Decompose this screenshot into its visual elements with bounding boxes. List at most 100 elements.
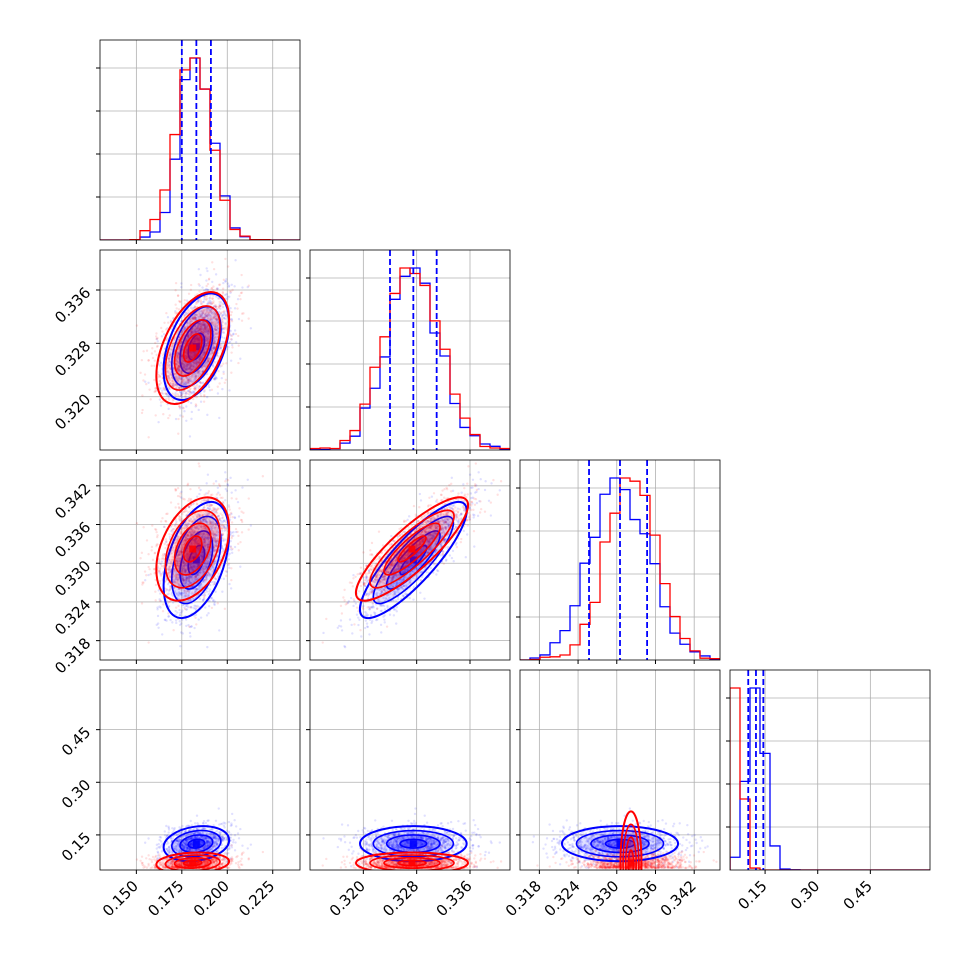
sample-point — [190, 364, 194, 367]
sample-point — [205, 315, 209, 318]
sample-point — [192, 329, 195, 332]
sample-point — [249, 524, 253, 527]
sample-point — [180, 380, 184, 383]
sample-point — [224, 280, 227, 283]
sample-point — [194, 376, 197, 380]
sample-point — [154, 583, 158, 587]
sample-point — [203, 324, 207, 327]
sample-point — [181, 396, 184, 399]
sample-point — [169, 351, 172, 354]
sample-point — [153, 350, 157, 353]
sample-point — [206, 344, 209, 347]
sample-point — [151, 347, 154, 350]
sample-point — [168, 360, 172, 364]
sample-point — [167, 359, 171, 363]
sample-point — [189, 367, 192, 370]
sample-point — [166, 337, 169, 340]
sample-point — [186, 364, 189, 367]
histogram-panel-0 — [100, 40, 300, 240]
sample-point — [177, 369, 181, 373]
sample-point — [200, 313, 203, 317]
sample-point — [212, 312, 216, 316]
sample-point — [199, 315, 202, 319]
sample-point — [183, 381, 186, 384]
sample-point — [237, 334, 240, 338]
sample-point — [211, 320, 214, 323]
sample-point — [207, 357, 211, 360]
sample-point — [200, 329, 203, 332]
sample-point — [191, 316, 195, 320]
sample-point — [185, 363, 189, 366]
sample-point — [239, 540, 242, 544]
sample-point — [185, 362, 189, 365]
sample-point — [201, 328, 204, 331]
sample-point — [194, 313, 198, 317]
sample-point — [154, 599, 157, 602]
sample-point — [158, 599, 162, 603]
sample-point — [167, 397, 170, 400]
sample-point — [206, 269, 209, 273]
sample-point — [209, 315, 213, 318]
sample-point — [177, 502, 180, 506]
sample-point — [206, 339, 209, 343]
sample-point — [223, 316, 226, 320]
sample-point — [215, 308, 219, 311]
sample-point — [208, 313, 211, 317]
sample-point — [202, 351, 205, 354]
sample-point — [230, 371, 233, 374]
sample-point — [191, 397, 195, 401]
sample-point — [208, 247, 210, 249]
sample-point — [222, 327, 226, 331]
sample-point — [180, 391, 183, 395]
sample-point — [214, 336, 217, 339]
sample-point — [179, 341, 182, 345]
sample-point — [198, 328, 202, 331]
sample-point — [200, 356, 203, 360]
sample-point — [215, 338, 218, 341]
sample-point — [195, 327, 198, 331]
scatter-panel-1-0 — [100, 247, 300, 450]
sample-point — [202, 328, 205, 331]
sample-point — [211, 288, 215, 292]
sample-point — [201, 312, 204, 315]
sample-point — [202, 381, 205, 384]
sample-point — [217, 283, 221, 286]
sample-point — [190, 351, 194, 355]
sample-point — [198, 369, 201, 372]
sample-point — [205, 361, 208, 365]
sample-point — [190, 342, 194, 345]
sample-point — [198, 338, 201, 342]
sample-point — [224, 323, 227, 326]
sample-point — [196, 371, 199, 375]
sample-point — [177, 328, 181, 332]
sample-point — [216, 326, 219, 330]
sample-point — [179, 369, 182, 373]
sample-point — [196, 330, 200, 333]
sample-point — [193, 372, 196, 375]
sample-point — [199, 321, 202, 325]
sample-point — [173, 372, 177, 376]
sample-point — [206, 360, 210, 364]
sample-point — [188, 393, 191, 396]
sample-point — [192, 339, 195, 343]
sample-point — [158, 605, 161, 608]
sample-point — [194, 317, 198, 320]
sample-point — [177, 308, 181, 311]
sample-point — [192, 354, 196, 357]
sample-point — [189, 368, 193, 371]
sample-point — [206, 334, 209, 338]
sample-point — [204, 313, 207, 316]
sample-point — [190, 368, 193, 371]
sample-point — [214, 273, 218, 276]
sample-point — [183, 363, 186, 367]
sample-point — [165, 393, 168, 396]
sample-point — [168, 398, 171, 401]
sample-point — [234, 527, 238, 531]
sample-point — [176, 356, 180, 360]
sample-point — [177, 368, 180, 371]
sample-point — [201, 353, 205, 356]
sample-point — [176, 494, 180, 498]
sample-point — [240, 319, 244, 322]
sample-point — [187, 381, 190, 385]
sample-point — [185, 350, 188, 354]
